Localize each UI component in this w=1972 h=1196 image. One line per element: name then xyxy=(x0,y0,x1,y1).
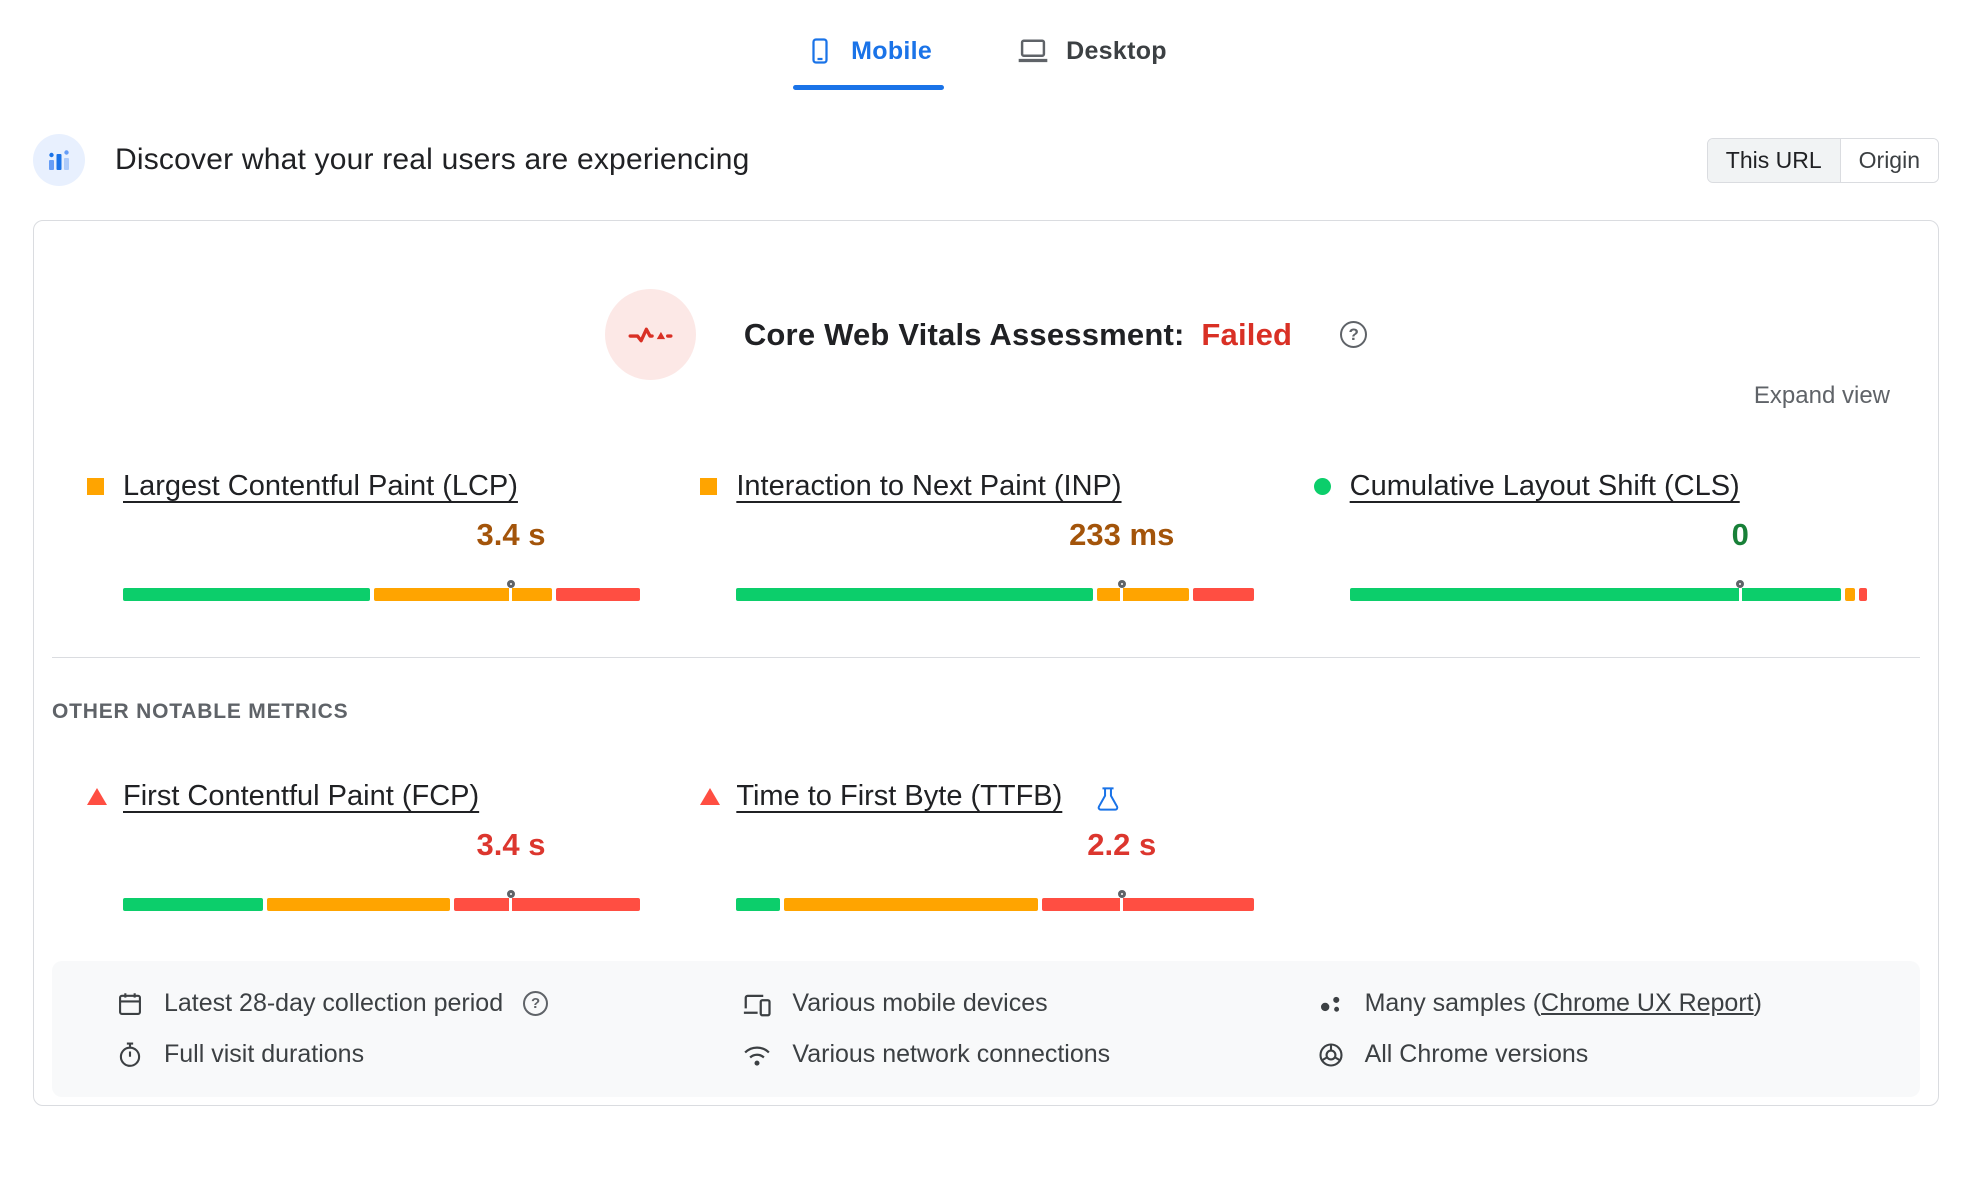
assessment-label: Core Web Vitals Assessment: xyxy=(743,316,1185,352)
tab-mobile-label: Mobile xyxy=(851,36,933,65)
devices-icon xyxy=(744,994,772,1016)
lcp-distribution-bar: 3.4 s xyxy=(123,517,641,601)
samples-icon xyxy=(1320,996,1339,1012)
smartphone-icon xyxy=(812,38,828,64)
tab-desktop[interactable]: Desktop xyxy=(1004,24,1179,90)
chrome-ux-report-link[interactable]: Chrome UX Report xyxy=(1541,989,1754,1017)
device-tabs: Mobile Desktop xyxy=(0,0,1972,90)
assessment-help-icon[interactable]: ? xyxy=(1340,321,1368,348)
network-variety-label: Various network connections xyxy=(792,1040,1111,1068)
tab-desktop-label: Desktop xyxy=(1066,36,1167,65)
chrome-icon xyxy=(1319,1042,1343,1067)
metric-cls: Cumulative Layout Shift (CLS) 0 xyxy=(1313,470,1867,601)
chrome-versions-label: All Chrome versions xyxy=(1364,1040,1589,1068)
other-metrics-heading: OTHER NOTABLE METRICS xyxy=(52,700,349,723)
metric-ttfb: Time to First Byte (TTFB) 2.2 s xyxy=(700,780,1254,911)
other-metrics: First Contentful Paint (FCP) 3.4 s Time … xyxy=(52,780,1920,911)
inp-distribution-bar: 233 ms xyxy=(736,517,1254,601)
ttfb-distribution-bar: 2.2 s xyxy=(736,827,1254,911)
samples-label: Many samples (Chrome UX Report) xyxy=(1364,989,1762,1017)
field-data-header: Discover what your real users are experi… xyxy=(33,134,1939,186)
samples: Many samples (Chrome UX Report) xyxy=(1317,989,1856,1018)
ttfb-status-icon xyxy=(700,788,721,805)
field-data-icon xyxy=(33,134,85,186)
chrome-versions: All Chrome versions xyxy=(1317,1040,1856,1069)
metric-ttfb-link[interactable]: Time to First Byte (TTFB) xyxy=(736,780,1063,812)
visit-durations-label: Full visit durations xyxy=(164,1040,365,1068)
tab-mobile[interactable]: Mobile xyxy=(793,24,945,90)
inp-status-icon xyxy=(700,478,718,495)
page-title: Discover what your real users are experi… xyxy=(115,143,750,176)
collection-period-help-icon[interactable]: ? xyxy=(523,991,549,1016)
visit-durations: Full visit durations xyxy=(116,1040,742,1069)
pulse-badge xyxy=(604,289,696,380)
metric-fcp: First Contentful Paint (FCP) 3.4 s xyxy=(87,780,641,911)
collection-period-label: Latest 28-day collection period xyxy=(164,989,504,1017)
laptop-icon xyxy=(1018,39,1048,63)
stopwatch-icon xyxy=(119,1042,141,1067)
experimental-flask-icon[interactable] xyxy=(1096,786,1120,812)
field-data-card: Core Web Vitals Assessment: Failed ? Exp… xyxy=(33,220,1939,1106)
core-metrics: Largest Contentful Paint (LCP) 3.4 s Int… xyxy=(52,470,1920,601)
metric-lcp-link[interactable]: Largest Contentful Paint (LCP) xyxy=(123,470,518,502)
active-tab-underline xyxy=(793,85,945,90)
cwv-assessment: Core Web Vitals Assessment: Failed ? xyxy=(52,289,1920,380)
origin-button[interactable]: Origin xyxy=(1839,138,1938,182)
scope-toggle: This URL Origin xyxy=(1706,137,1939,183)
network-icon xyxy=(744,1045,771,1066)
metric-cls-link[interactable]: Cumulative Layout Shift (CLS) xyxy=(1349,470,1740,502)
section-divider xyxy=(52,657,1920,658)
device-variety-label: Various mobile devices xyxy=(792,989,1048,1017)
fcp-distribution-bar: 3.4 s xyxy=(123,827,641,911)
metric-lcp: Largest Contentful Paint (LCP) 3.4 s xyxy=(87,470,641,601)
this-url-button[interactable]: This URL xyxy=(1707,138,1840,182)
assessment-status: Failed xyxy=(1201,316,1293,352)
metric-fcp-link[interactable]: First Contentful Paint (FCP) xyxy=(123,780,480,812)
expand-view-button[interactable]: Expand view xyxy=(1753,382,1890,409)
cls-distribution-bar: 0 xyxy=(1349,517,1867,601)
metric-inp: Interaction to Next Paint (INP) 233 ms xyxy=(700,470,1254,601)
cls-status-icon xyxy=(1313,478,1331,495)
calendar-icon xyxy=(119,992,141,1015)
bar-chart-icon xyxy=(49,150,69,170)
heartbeat-icon xyxy=(628,327,673,342)
collection-period: Latest 28-day collection period ? xyxy=(116,989,742,1018)
fcp-status-icon xyxy=(87,788,107,805)
data-collection-footer: Latest 28-day collection period ? Variou… xyxy=(52,961,1920,1097)
metric-inp-link[interactable]: Interaction to Next Paint (INP) xyxy=(736,470,1122,502)
lcp-status-icon xyxy=(87,478,104,495)
device-variety: Various mobile devices xyxy=(742,989,1316,1018)
network-variety: Various network connections xyxy=(742,1040,1316,1069)
